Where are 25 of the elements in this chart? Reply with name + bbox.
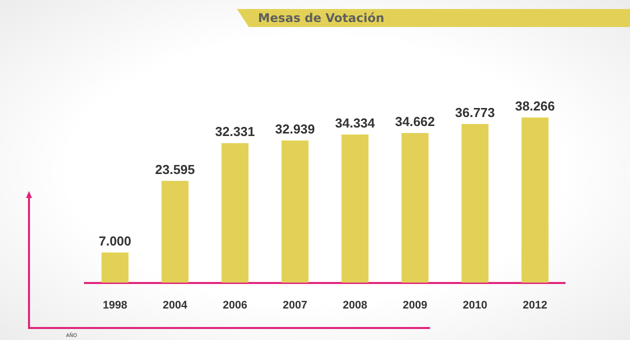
x-tick-label: 2004 [162,299,188,312]
data-label: 34.334 [335,116,376,131]
bar [162,180,188,283]
data-label: 23.595 [155,162,195,177]
data-label: 32.939 [275,122,315,137]
bar [102,252,128,283]
bar [522,117,548,283]
x-tick-label: 2007 [282,299,308,312]
bar [342,134,368,283]
x-tick-label: 2010 [462,299,488,312]
bar [402,133,428,283]
x-tick-label: 1998 [102,299,128,312]
x-tick-label: 2008 [342,299,368,312]
data-label: 34.662 [395,114,435,130]
data-label: 38.266 [515,98,555,114]
bar [282,140,308,283]
x-tick-label: 2009 [402,299,428,312]
x-tick-label: 2012 [522,299,548,312]
data-label: 32.331 [215,124,255,140]
x-tick-label: 2006 [222,299,248,312]
chart-title: Mesas de Votación [258,10,384,27]
data-label: 36.773 [455,105,495,120]
bar [222,143,248,283]
bar [462,124,488,283]
data-label: 7.000 [98,234,132,249]
